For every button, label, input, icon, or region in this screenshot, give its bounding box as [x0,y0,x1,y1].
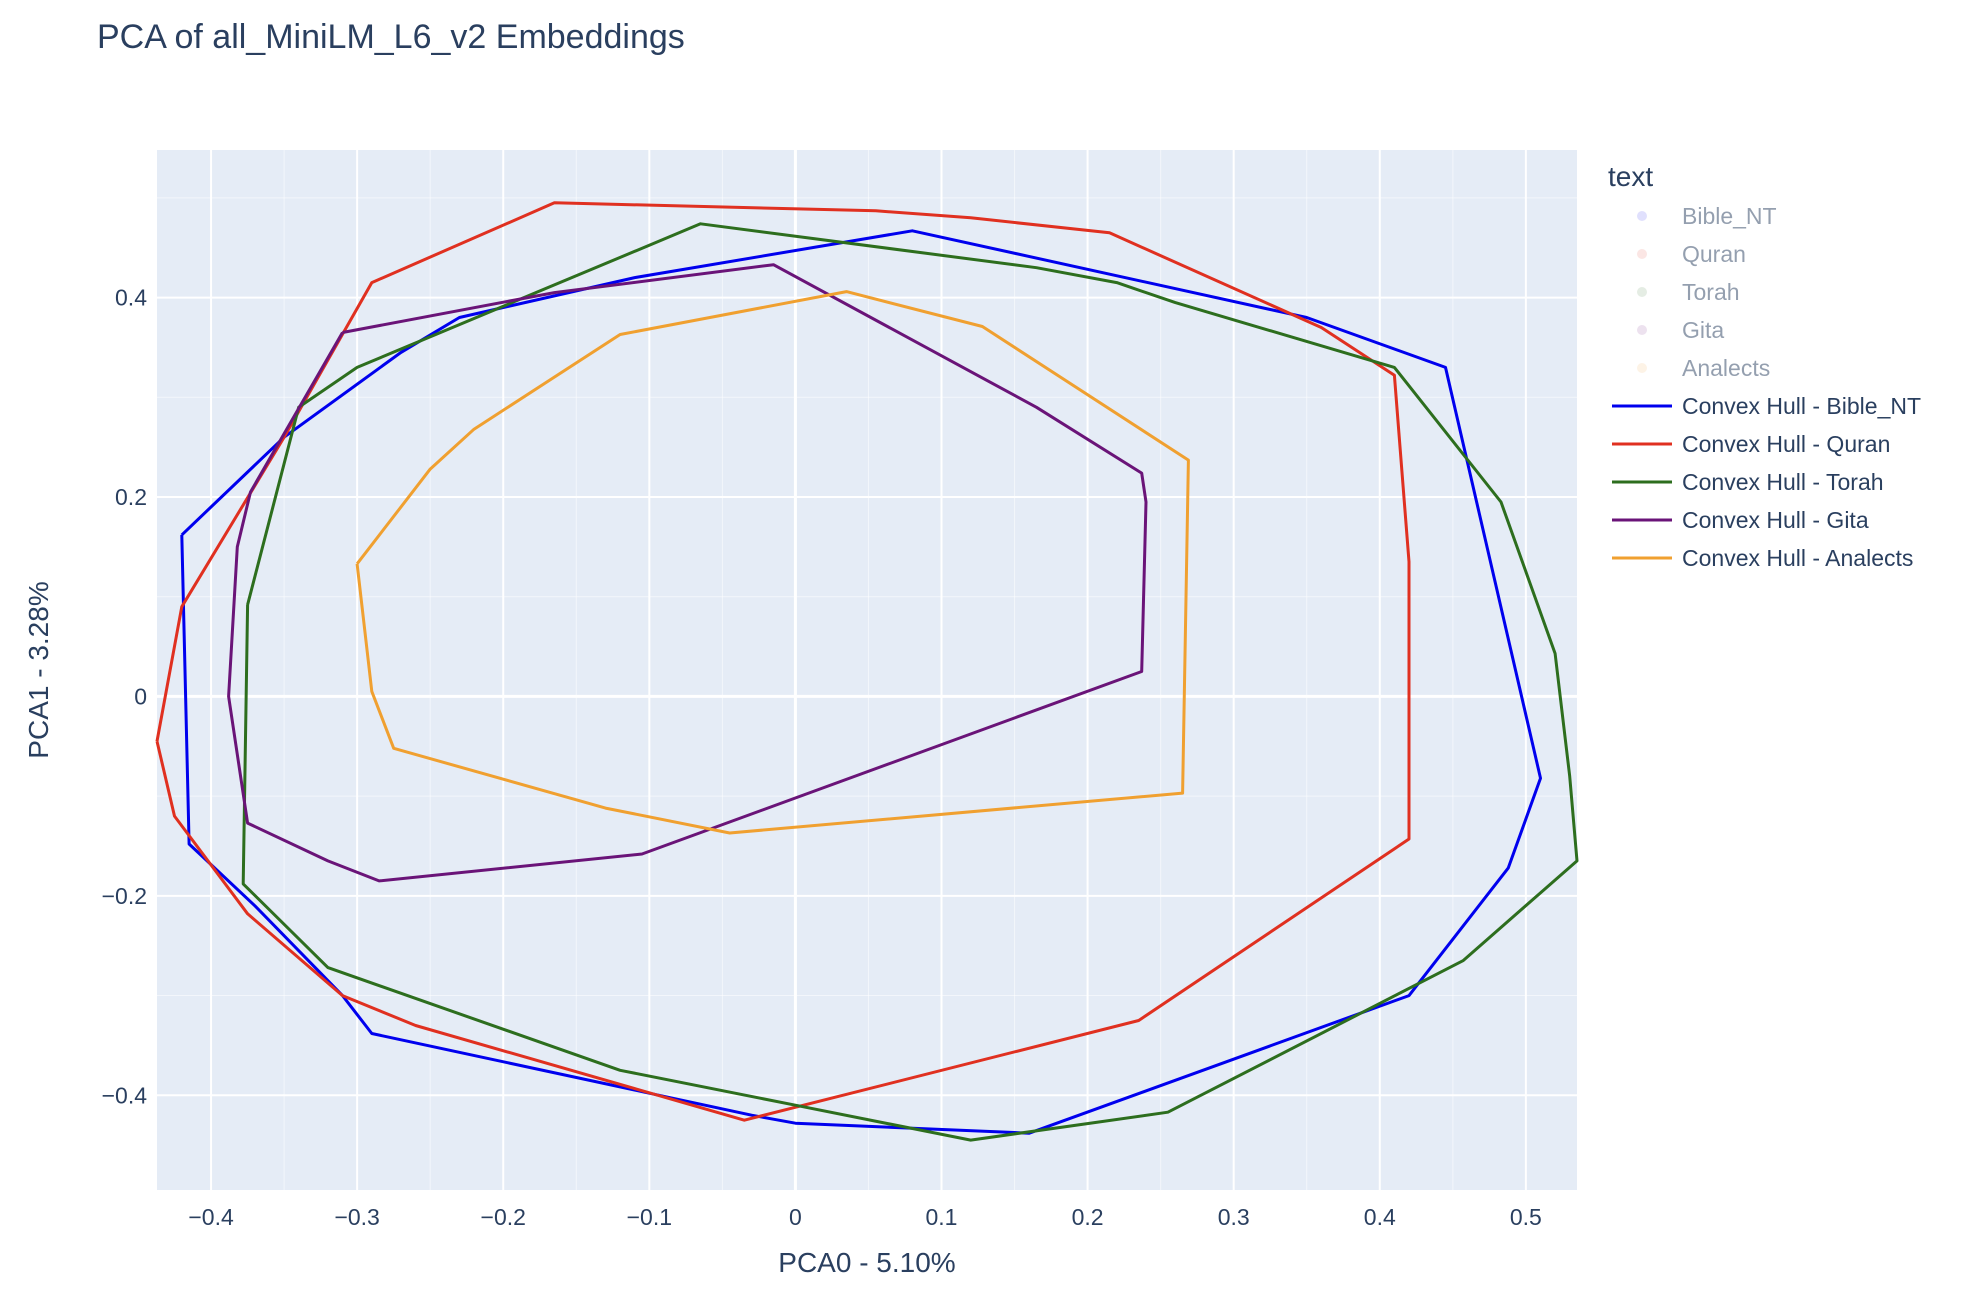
legend-item-point-1[interactable]: Quran [1637,241,1746,267]
x-tick-label: −0.2 [481,1204,526,1230]
hull-series-3 [227,263,1148,883]
legend[interactable]: Bible_NT Quran Torah Gita Analects Convex Hul… [1612,203,1921,571]
hull-lines [155,201,1579,1142]
legend-label: Convex Hull - Bible_NT [1682,393,1921,419]
hull-series-1 [155,201,1411,1122]
x-axis-label: PCA0 - 5.10% [778,1247,955,1278]
x-tick-label: −0.3 [334,1204,379,1230]
hull-series-2 [241,222,1579,1142]
legend-label: Torah [1682,279,1740,305]
x-tick-label: −0.4 [188,1204,234,1230]
legend-title: text [1608,161,1653,192]
legend-marker [1637,211,1647,221]
hull-series-4 [355,290,1190,835]
legend-label: Convex Hull - Analects [1682,545,1913,571]
legend-item-line-2[interactable]: Convex Hull - Torah [1612,469,1884,495]
x-tick-label: 0.2 [1072,1204,1104,1230]
y-tick-label: 0 [134,683,147,709]
legend-label: Convex Hull - Torah [1682,469,1884,495]
legend-label: Convex Hull - Gita [1682,507,1869,533]
y-axis-label: PCA1 - 3.28% [23,581,54,758]
legend-item-line-3[interactable]: Convex Hull - Gita [1612,507,1869,533]
legend-marker [1637,363,1647,373]
legend-item-line-1[interactable]: Convex Hull - Quran [1612,431,1890,457]
legend-label: Bible_NT [1682,203,1777,229]
y-tick-label: 0.4 [115,285,147,311]
x-tick-label: 0.3 [1218,1204,1250,1230]
legend-item-line-4[interactable]: Convex Hull - Analects [1612,545,1913,571]
x-tick-label: 0.4 [1364,1204,1396,1230]
legend-marker [1637,325,1647,335]
x-tick-labels: −0.4 −0.3 −0.2 −0.1 0 0.1 0.2 0.3 0.4 0.5 [188,1204,1542,1230]
legend-marker [1637,287,1647,297]
grid-lines [137,150,1577,1190]
y-tick-label: 0.2 [115,484,147,510]
chart-title: PCA of all_MiniLM_L6_v2 Embeddings [97,18,685,56]
y-tick-label: −0.2 [102,883,147,909]
legend-label: Convex Hull - Quran [1682,431,1890,457]
legend-item-point-2[interactable]: Torah [1637,279,1740,305]
legend-label: Analects [1682,355,1770,381]
legend-label: Quran [1682,241,1746,267]
legend-item-point-4[interactable]: Analects [1637,355,1770,381]
legend-label: Gita [1682,317,1724,343]
x-tick-label: 0.5 [1510,1204,1542,1230]
x-tick-label: 0 [789,1204,802,1230]
legend-item-point-0[interactable]: Bible_NT [1637,203,1777,229]
legend-marker [1637,249,1647,259]
y-tick-label: −0.4 [102,1082,148,1108]
y-tick-labels: −0.4 −0.2 0 0.2 0.4 [102,285,148,1109]
x-tick-label: 0.1 [926,1204,958,1230]
legend-item-point-3[interactable]: Gita [1637,317,1724,343]
x-tick-label: −0.1 [627,1204,672,1230]
legend-item-line-0[interactable]: Convex Hull - Bible_NT [1612,393,1921,419]
